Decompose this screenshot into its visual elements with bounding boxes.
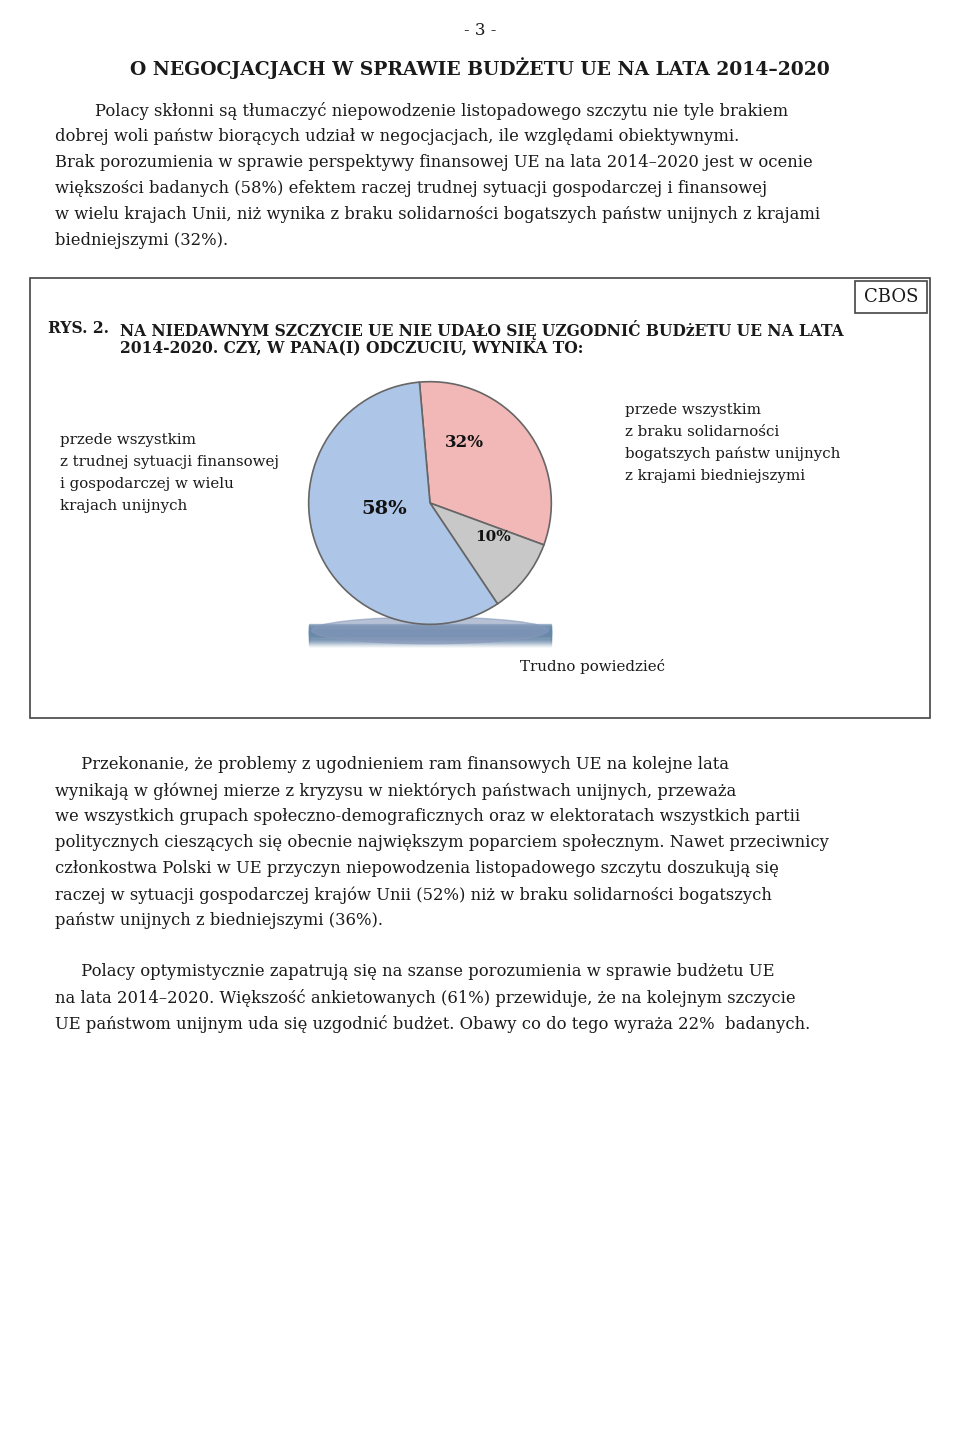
Text: przede wszystkim
z braku solidarności
bogatszych państw unijnych
z krajami biedn: przede wszystkim z braku solidarności bo… — [625, 402, 840, 483]
Text: w wielu krajach Unii, niż wynika z braku solidarności bogatszych państw unijnych: w wielu krajach Unii, niż wynika z braku… — [55, 206, 820, 223]
Text: biedniejszymi (32%).: biedniejszymi (32%). — [55, 232, 228, 249]
Text: dobrej woli państw biorących udział w negocjacjach, ile względami obiektywnymi.: dobrej woli państw biorących udział w ne… — [55, 127, 739, 145]
Text: politycznych cieszących się obecnie największym poparciem społecznym. Nawet prze: politycznych cieszących się obecnie najw… — [55, 833, 828, 851]
Text: 10%: 10% — [475, 530, 511, 544]
Text: Przekonanie, że problemy z ugodnieniem ram finansowych UE na kolejne lata: Przekonanie, że problemy z ugodnieniem r… — [55, 756, 729, 773]
Text: Polacy optymistycznie zapatrują się na szanse porozumienia w sprawie budżetu UE: Polacy optymistycznie zapatrują się na s… — [55, 962, 775, 979]
Text: 32%: 32% — [444, 434, 484, 451]
Text: na lata 2014–2020. Większość ankietowanych (61%) przewiduje, że na kolejnym szcz: na lata 2014–2020. Większość ankietowany… — [55, 990, 796, 1007]
Wedge shape — [309, 382, 497, 624]
Wedge shape — [420, 382, 551, 546]
Text: Polacy skłonni są tłumaczyć niepowodzenie listopadowego szczytu nie tyle brakiem: Polacy skłonni są tłumaczyć niepowodzeni… — [95, 102, 788, 120]
Wedge shape — [430, 503, 544, 604]
Text: Brak porozumienia w sprawie perspektywy finansowej UE na lata 2014–2020 jest w o: Brak porozumienia w sprawie perspektywy … — [55, 155, 813, 170]
Text: - 3 -: - 3 - — [464, 21, 496, 39]
Bar — [30, 278, 930, 717]
Text: Trudno powiedzieć: Trudno powiedzieć — [520, 659, 665, 673]
Bar — [855, 281, 927, 314]
Text: O NEGOCJACJACH W SPRAWIE BUDŻETU UE NA LATA 2014–2020: O NEGOCJACJACH W SPRAWIE BUDŻETU UE NA L… — [131, 57, 829, 79]
Text: UE państwom unijnym uda się uzgodnić budżet. Obawy co do tego wyraża 22%  badany: UE państwom unijnym uda się uzgodnić bud… — [55, 1015, 810, 1032]
Ellipse shape — [312, 617, 548, 644]
Text: 2014-2020. CZY, W PANA(I) ODCZUCIU, WYNIKA TO:: 2014-2020. CZY, W PANA(I) ODCZUCIU, WYNI… — [120, 339, 584, 357]
Text: RYS. 2.: RYS. 2. — [48, 319, 109, 337]
Text: przede wszystkim
z trudnej sytuacji finansowej
i gospodarczej w wielu
krajach un: przede wszystkim z trudnej sytuacji fina… — [60, 434, 279, 513]
Text: 58%: 58% — [361, 500, 407, 518]
Text: raczej w sytuacji gospodarczej krajów Unii (52%) niż w braku solidarności bogats: raczej w sytuacji gospodarczej krajów Un… — [55, 886, 772, 904]
Text: wynikają w głównej mierze z kryzysu w niektórych państwach unijnych, przeważa: wynikają w głównej mierze z kryzysu w ni… — [55, 782, 736, 799]
Text: we wszystkich grupach społeczno-demograficznych oraz w elektoratach wszystkich p: we wszystkich grupach społeczno-demograf… — [55, 808, 800, 825]
Text: państw unijnych z biedniejszymi (36%).: państw unijnych z biedniejszymi (36%). — [55, 912, 383, 929]
Text: CBOS: CBOS — [864, 288, 919, 306]
Text: członkostwa Polski w UE przyczyn niepowodzenia listopadowego szczytu doszukują s: członkostwa Polski w UE przyczyn niepowo… — [55, 861, 779, 876]
Text: większości badanych (58%) efektem raczej trudnej sytuacji gospodarczej i finanso: większości badanych (58%) efektem raczej… — [55, 180, 767, 198]
Text: NA NIEDAWNYM SZCZYCIE UE NIE UDAŁO SIĘ UZGODNIĆ BUDżETU UE NA LATA: NA NIEDAWNYM SZCZYCIE UE NIE UDAŁO SIĘ U… — [120, 319, 844, 339]
